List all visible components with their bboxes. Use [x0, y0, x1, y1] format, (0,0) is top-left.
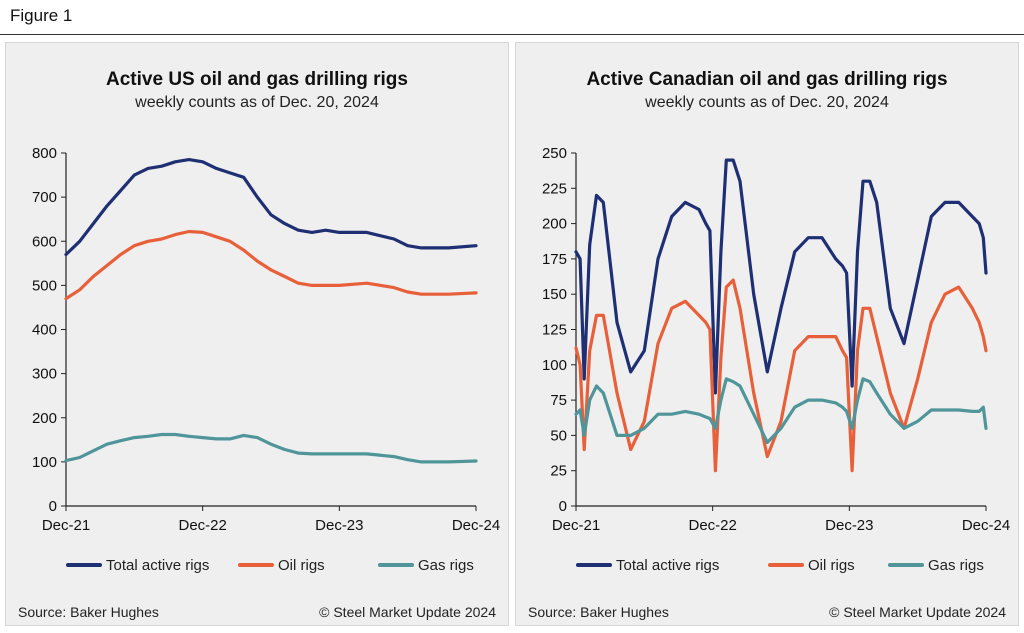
copyright-note: © Steel Market Update 2024 — [319, 604, 496, 620]
source-note: Source: Baker Hughes — [18, 604, 159, 620]
x-tick-label: Dec-21 — [552, 517, 600, 534]
y-tick-label: 250 — [542, 145, 567, 162]
legend-swatch-total — [576, 563, 612, 567]
legend-label: Gas rigs — [928, 556, 984, 574]
x-tick-label: Dec-22 — [688, 517, 736, 534]
chart-svg-canada: 0 25 50 75 100 125 150 175 200 225 250 Dec-21 Dec-22… — [542, 145, 1010, 534]
y-tick-label: 200 — [542, 216, 567, 233]
legend-label: Total active rigs — [106, 556, 210, 574]
legend-label: Total active rigs — [616, 556, 720, 574]
legend-item-gas: Gas rigs — [888, 556, 984, 574]
x-tick-label: Dec-23 — [315, 517, 363, 534]
y-tick-label: 600 — [32, 233, 57, 250]
legend-item-oil: Oil rigs — [238, 556, 325, 574]
legend-label: Oil rigs — [808, 556, 855, 574]
legend-item-total: Total active rigs — [66, 556, 209, 574]
y-tick-label: 800 — [32, 145, 57, 162]
legend-item-oil: Oil rigs — [768, 556, 855, 574]
legend-item-total: Total active rigs — [576, 556, 719, 574]
y-tick-label: 0 — [49, 498, 57, 515]
chart-title: Active US oil and gas drilling rigs — [106, 69, 408, 90]
y-tick-label: 700 — [32, 189, 57, 206]
legend-swatch-gas — [888, 563, 924, 567]
series-line-total — [64, 157, 478, 257]
series-line-gas — [574, 377, 988, 445]
figure-label: Figure 1 — [10, 6, 73, 25]
legend: Total active rigs Oil rigs Gas rigs — [516, 556, 1018, 574]
chart-subtitle: weekly counts as of Dec. 20, 2024 — [135, 94, 379, 111]
y-tick-label: 400 — [32, 322, 57, 339]
y-tick-label: 100 — [32, 454, 57, 471]
y-tick-label: 75 — [550, 392, 567, 409]
series-line-oil — [64, 229, 478, 301]
y-tick-label: 150 — [542, 286, 567, 303]
legend-item-gas: Gas rigs — [378, 556, 474, 574]
y-tick-label: 0 — [559, 498, 567, 515]
legend: Total active rigs Oil rigs Gas rigs — [6, 556, 508, 574]
y-tick-label: 100 — [542, 357, 567, 374]
chart-panel-us: Active US oil and gas drilling rigs week… — [5, 42, 509, 626]
x-tick-label: Dec-24 — [962, 517, 1010, 534]
chart-panel-canada: Active Canadian oil and gas drilling rig… — [515, 42, 1019, 626]
y-tick-label: 25 — [550, 463, 567, 480]
legend-swatch-gas — [378, 563, 414, 567]
x-tick-label: Dec-24 — [452, 517, 500, 534]
y-tick-label: 225 — [542, 180, 567, 197]
x-tick-label: Dec-21 — [42, 517, 90, 534]
series-line-oil — [574, 278, 988, 473]
legend-label: Oil rigs — [278, 556, 325, 574]
source-note: Source: Baker Hughes — [528, 604, 669, 620]
y-tick-label: 300 — [32, 366, 57, 383]
y-tick-label: 200 — [32, 410, 57, 427]
x-tick-label: Dec-22 — [178, 517, 226, 534]
legend-swatch-oil — [768, 563, 804, 567]
y-tick-label: 50 — [550, 427, 567, 444]
legend-swatch-oil — [238, 563, 274, 567]
y-tick-label: 125 — [542, 322, 567, 339]
chart-svg-us: 0 100 200 300 400 500 600 700 800 Dec-21 Dec-22 Dec… — [32, 145, 500, 534]
chart-title: Active Canadian oil and gas drilling rig… — [586, 69, 948, 90]
figure-header: Figure 1 — [0, 0, 1024, 35]
legend-swatch-total — [66, 563, 102, 567]
chart-subtitle: weekly counts as of Dec. 20, 2024 — [645, 94, 889, 111]
series-line-total — [574, 158, 988, 395]
x-tick-label: Dec-23 — [825, 517, 873, 534]
y-tick-label: 175 — [542, 251, 567, 268]
legend-label: Gas rigs — [418, 556, 474, 574]
y-tick-label: 500 — [32, 277, 57, 294]
copyright-note: © Steel Market Update 2024 — [829, 604, 1006, 620]
series-line-gas — [64, 432, 478, 464]
